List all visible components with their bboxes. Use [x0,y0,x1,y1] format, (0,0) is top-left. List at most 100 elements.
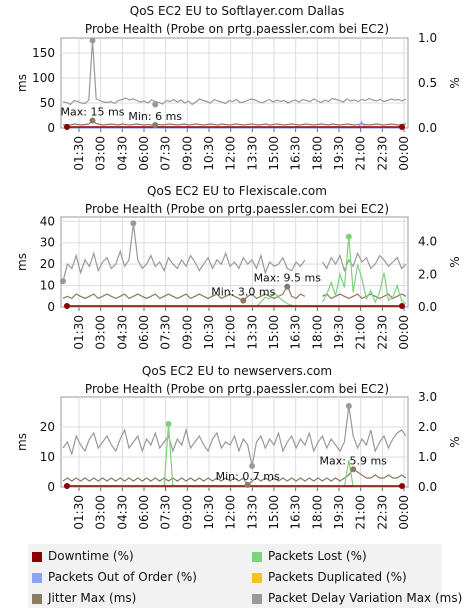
y-right-axis-label: % [448,77,462,88]
series-line-packet-delay-variation-max-ms [62,40,407,106]
legend-label-packets-lost: Packets Lost (%) [268,549,367,563]
y-right-tick-label: 0.0 [418,300,437,314]
chart-title: QoS EC2 EU to newservers.com [142,364,332,378]
x-tick-label: 16:30 [289,495,303,530]
legend-swatch-duplicated [252,573,262,583]
y-right-tick-label: 1.0 [418,450,437,464]
y-tick-label: 40 [40,214,55,228]
series-line-packets-lost [63,423,406,488]
chart-title: QoS EC2 EU to Softlayer.com Dallas [130,4,344,18]
x-tick-label: 03:00 [94,136,108,171]
y-right-axis-label: % [448,256,462,267]
y-right-tick-label: 1.0 [418,31,437,45]
chart-legend: Downtime (%) Packets Lost (%) Packets Ou… [28,544,462,608]
data-point-marker [249,463,256,469]
y-axis-label: ms [15,74,29,92]
x-tick-label: 21:00 [354,315,368,350]
y-tick-label: 0 [47,480,55,494]
x-tick-label: 06:00 [137,315,151,350]
chart-3: QoS EC2 EU to newservers.com Probe Health… [15,364,462,530]
series-point-downtime [399,303,405,309]
y-right-tick-label: 2.0 [418,267,437,281]
data-point-marker [284,283,291,290]
x-tick-label: 19:30 [332,315,346,350]
data-point-marker [60,278,66,285]
series-line-packets-out-of-order [63,120,406,129]
y-axis-label: ms [15,253,29,271]
x-tick-label: 10:30 [202,315,216,350]
data-point-label: Max: 15 ms [61,106,125,119]
data-point-marker [244,481,251,488]
x-tick-label: 21:00 [354,495,368,530]
series-point-downtime [64,483,70,489]
chart-1: QoS EC2 EU to Softlayer.com Dallas Probe … [15,4,462,171]
x-tick-label: 07:30 [159,495,173,530]
data-point-marker [152,101,159,108]
y-tick-label: 100 [32,71,55,85]
x-tick-label: 03:00 [94,495,108,530]
x-tick-label: 12:00 [224,495,238,530]
series-line-packet-delay-variation-max-ms [62,223,407,282]
x-tick-label: 13:30 [245,315,259,350]
data-point-marker [165,421,172,427]
x-tick-label: 09:00 [180,136,194,171]
data-point-label: Max: 5.9 ms [320,454,388,467]
x-tick-label: 15:00 [267,495,281,530]
chart-subtitle: Probe Health (Probe on prtg.paessler.com… [85,202,389,216]
x-tick-label: 00:00 [397,315,411,350]
x-tick-label: 07:30 [159,315,173,350]
y-right-tick-label: 2.0 [418,420,437,434]
data-point-label: Min: 6 ms [128,110,182,123]
x-tick-label: 06:00 [137,136,151,171]
data-point-marker [240,297,247,304]
x-tick-label: 10:30 [202,136,216,171]
y-tick-label: 20 [40,257,55,271]
chart-2: QoS EC2 EU to Flexiscale.com Probe Health… [15,184,462,350]
legend-swatch-pdv [252,594,262,604]
x-tick-label: 01:30 [72,495,86,530]
chart-subtitle: Probe Health (Probe on prtg.paessler.com… [85,382,389,396]
x-tick-label: 01:30 [72,315,86,350]
x-tick-label: 19:30 [332,495,346,530]
x-tick-label: 19:30 [332,136,346,171]
charts-canvas: QoS EC2 EU to Softlayer.com Dallas Probe … [15,4,462,530]
x-tick-label: 00:00 [397,136,411,171]
x-tick-label: 09:00 [180,495,194,530]
data-point-marker [350,466,357,473]
series-point-downtime [64,303,70,309]
series-point-downtime [399,124,405,130]
y-right-tick-label: 0.0 [418,480,437,494]
x-tick-label: 21:00 [354,136,368,171]
y-tick-label: 0 [47,300,55,314]
series-point-downtime [399,483,405,489]
data-point-label: Min: 3.0 ms [211,286,275,299]
y-tick-label: 20 [40,420,55,434]
x-tick-label: 00:00 [397,495,411,530]
legend-label-downtime: Downtime (%) [48,549,134,563]
legend-label-out-of-order: Packets Out of Order (%) [48,570,197,584]
legend-swatch-jitter [32,594,42,604]
x-tick-label: 13:30 [245,136,259,171]
chart-title: QoS EC2 EU to Flexiscale.com [147,184,327,198]
y-right-tick-label: 0.5 [418,76,437,90]
data-point-marker [152,122,159,128]
data-point-marker [345,233,352,240]
x-tick-label: 18:00 [310,136,324,171]
y-right-tick-label: 3.0 [418,390,437,404]
x-tick-label: 07:30 [159,136,173,171]
data-point-label: Max: 9.5 ms [254,272,322,285]
series-line-jitter-max-ms [62,119,407,126]
legend-label-pdv: Packet Delay Variation Max (ms) [268,591,463,605]
x-tick-label: 16:30 [289,136,303,171]
y-tick-label: 0 [47,121,55,135]
y-right-tick-label: 4.0 [418,235,437,249]
x-tick-label: 15:00 [267,315,281,350]
legend-swatch-out-of-order [32,573,42,583]
data-point-marker [89,117,96,124]
data-point-marker [345,403,352,409]
x-tick-label: 16:30 [289,315,303,350]
x-tick-label: 10:30 [202,495,216,530]
x-tick-label: 12:00 [224,136,238,171]
x-tick-label: 06:00 [137,495,151,530]
x-tick-label: 01:30 [72,136,86,171]
